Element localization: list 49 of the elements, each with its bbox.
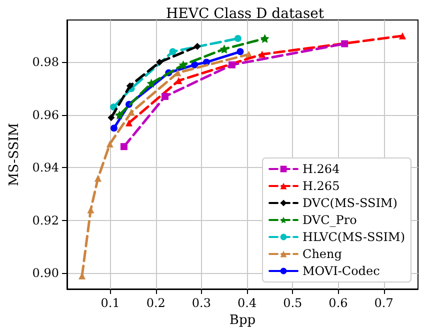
- point: [125, 119, 132, 126]
- legend-label: DVC(MS-SSIM): [302, 196, 398, 210]
- point: [110, 104, 117, 111]
- x-tick-label: 0.7: [374, 296, 394, 310]
- point: [234, 34, 242, 42]
- point: [120, 143, 128, 150]
- point: [260, 34, 270, 43]
- legend-label: DVC_Pro: [302, 213, 357, 227]
- point: [258, 50, 266, 58]
- y-tick-label: 0.96: [32, 108, 59, 122]
- point: [106, 140, 114, 148]
- x-tick-label: 0.5: [283, 296, 302, 310]
- y-tick-label: 0.94: [32, 160, 60, 175]
- x-tick-label: 0.3: [192, 296, 212, 310]
- point: [228, 61, 236, 68]
- x-tick-label: 0.6: [328, 296, 348, 310]
- point: [108, 114, 115, 122]
- legend-label: H.265: [302, 179, 340, 193]
- legend-label: H.264: [302, 162, 340, 176]
- point: [194, 42, 201, 50]
- x-tick-label: 0.2: [146, 296, 166, 310]
- point: [156, 58, 164, 66]
- y-axis-title: MS-SSIM: [7, 122, 22, 186]
- point: [341, 40, 348, 48]
- point: [169, 48, 176, 56]
- legend-label: HLVC(MS-SSIM): [302, 230, 406, 244]
- legend-label: MOVI-Codec: [302, 264, 380, 278]
- point: [399, 32, 406, 40]
- point: [175, 77, 182, 84]
- point: [191, 61, 198, 68]
- point: [126, 82, 134, 90]
- point: [236, 48, 244, 56]
- point: [178, 60, 188, 70]
- point: [146, 78, 156, 88]
- point: [162, 92, 169, 100]
- point: [110, 124, 118, 132]
- point: [94, 174, 102, 182]
- point: [114, 110, 124, 120]
- point: [220, 44, 229, 54]
- point: [87, 206, 94, 214]
- x-axis-title: Bpp: [229, 312, 256, 328]
- y-tick-label: 0.98: [32, 55, 59, 70]
- chart-title: HEVC Class D dataset: [166, 6, 324, 22]
- y-tick-label: 0.92: [32, 213, 59, 228]
- x-tick-label: 0.4: [238, 296, 257, 310]
- y-tick-label: 0.90: [32, 266, 59, 280]
- x-tick-label: 0.1: [100, 296, 120, 310]
- point: [128, 108, 135, 116]
- legend-label: Cheng: [302, 247, 342, 261]
